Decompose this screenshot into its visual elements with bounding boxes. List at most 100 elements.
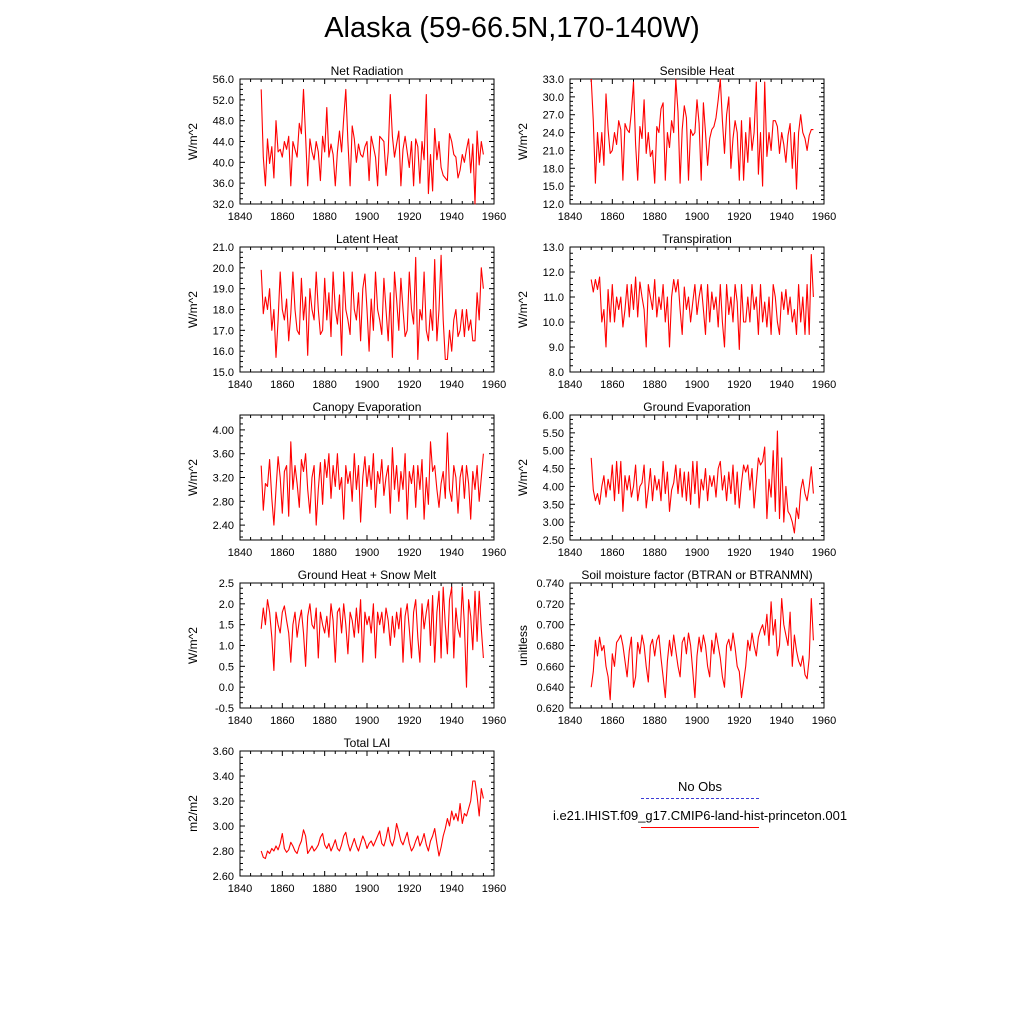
x-tick-label: 1880 xyxy=(642,547,666,559)
y-tick-label: 18.0 xyxy=(213,305,234,317)
x-tick-label: 1860 xyxy=(600,715,624,727)
series-line xyxy=(590,598,814,701)
y-tick-label: 40.0 xyxy=(213,157,234,169)
y-axis-label: W/m^2 xyxy=(186,291,200,328)
x-tick-label: 1900 xyxy=(685,715,709,727)
y-tick-label: 30.0 xyxy=(543,92,564,104)
plot-frame xyxy=(569,414,825,541)
x-tick-label: 1940 xyxy=(769,379,793,391)
x-tick-label: 1960 xyxy=(482,379,506,391)
y-tick-label: 1.5 xyxy=(219,620,234,632)
y-tick-label: 0.680 xyxy=(536,641,564,653)
y-axis-label: W/m^2 xyxy=(516,123,530,160)
x-tick-label: 1920 xyxy=(397,715,421,727)
y-tick-label: 33.0 xyxy=(543,74,564,86)
y-tick-label: 48.0 xyxy=(213,116,234,128)
series-line xyxy=(260,254,484,361)
y-tick-label: 3.20 xyxy=(213,473,234,485)
x-tick-label: 1880 xyxy=(312,715,336,727)
y-tick-label: 27.0 xyxy=(543,110,564,122)
x-tick-label: 1900 xyxy=(355,715,379,727)
x-tick-label: 1840 xyxy=(228,883,252,895)
x-tick-label: 1960 xyxy=(812,211,836,223)
series-line xyxy=(260,780,484,860)
panel-title: Ground Heat + Snow Melt xyxy=(298,568,437,582)
y-tick-label: 32.0 xyxy=(213,199,234,211)
series-line xyxy=(590,430,814,534)
x-tick-label: 1900 xyxy=(685,379,709,391)
x-tick-label: 1860 xyxy=(600,379,624,391)
x-tick-label: 1920 xyxy=(397,883,421,895)
y-tick-label: 24.0 xyxy=(543,128,564,140)
x-tick-label: 1840 xyxy=(228,211,252,223)
y-tick-label: 3.00 xyxy=(543,517,564,529)
y-tick-label: 18.0 xyxy=(543,163,564,175)
x-tick-label: 1840 xyxy=(558,211,582,223)
y-tick-label: 2.0 xyxy=(219,599,234,611)
y-tick-label: -0.5 xyxy=(215,703,234,715)
x-tick-label: 1960 xyxy=(482,211,506,223)
x-tick-label: 1960 xyxy=(482,547,506,559)
x-tick-label: 1840 xyxy=(558,547,582,559)
panel-1: Net Radiation W/m^2 1840 1860 1880 1900 1920 19… xyxy=(186,64,506,223)
series-line xyxy=(590,78,814,190)
x-tick-label: 1960 xyxy=(812,715,836,727)
x-tick-label: 1900 xyxy=(685,547,709,559)
y-axis-label: W/m^2 xyxy=(186,123,200,160)
y-tick-label: 0.740 xyxy=(536,578,564,590)
y-tick-label: 0.5 xyxy=(219,661,234,673)
y-tick-label: 6.00 xyxy=(543,410,564,422)
legend-obs-label: No Obs xyxy=(677,779,723,794)
y-tick-label: 9.0 xyxy=(549,342,564,354)
y-tick-label: 11.0 xyxy=(543,292,564,304)
y-tick-label: 20.0 xyxy=(213,263,234,275)
y-tick-label: 3.60 xyxy=(213,449,234,461)
x-tick-label: 1880 xyxy=(312,883,336,895)
y-tick-label: 0.620 xyxy=(536,703,564,715)
y-tick-label: 3.20 xyxy=(213,796,234,808)
y-tick-label: 8.0 xyxy=(549,367,564,379)
x-tick-label: 1840 xyxy=(558,715,582,727)
y-tick-label: 3.40 xyxy=(213,771,234,783)
x-tick-label: 1840 xyxy=(228,715,252,727)
x-tick-label: 1900 xyxy=(355,547,379,559)
plot-frame xyxy=(239,582,495,709)
x-tick-label: 1880 xyxy=(642,211,666,223)
y-tick-label: 1.0 xyxy=(219,641,234,653)
x-tick-label: 1940 xyxy=(769,715,793,727)
y-tick-label: 3.50 xyxy=(543,499,564,511)
panel-3: Latent Heat W/m^2 1840 1860 1880 1900 1920 1940… xyxy=(186,232,506,391)
x-tick-label: 1920 xyxy=(727,211,751,223)
x-tick-label: 1880 xyxy=(312,547,336,559)
panel-title: Ground Evaporation xyxy=(643,400,750,414)
x-tick-label: 1960 xyxy=(812,379,836,391)
x-tick-label: 1860 xyxy=(270,379,294,391)
x-tick-label: 1860 xyxy=(270,715,294,727)
y-tick-label: 5.50 xyxy=(543,428,564,440)
x-tick-label: 1840 xyxy=(228,547,252,559)
y-tick-label: 0.640 xyxy=(536,682,564,694)
series-line xyxy=(260,586,484,688)
y-tick-label: 16.0 xyxy=(213,346,234,358)
x-tick-label: 1840 xyxy=(558,379,582,391)
y-tick-label: 21.0 xyxy=(543,145,564,157)
y-axis-label: m2/m2 xyxy=(186,795,200,832)
x-tick-label: 1900 xyxy=(685,211,709,223)
y-axis-label: W/m^2 xyxy=(186,459,200,496)
y-tick-label: 4.00 xyxy=(543,481,564,493)
y-tick-label: 0.720 xyxy=(536,599,564,611)
y-tick-label: 19.0 xyxy=(213,284,234,296)
y-tick-label: 17.0 xyxy=(213,325,234,337)
panel-title: Latent Heat xyxy=(336,232,399,246)
y-axis-label: W/m^2 xyxy=(516,291,530,328)
panel-2: Sensible Heat W/m^2 1840 1860 1880 1900 1920 19… xyxy=(516,64,836,223)
legend: No Obs i.e21.IHIST.f09_g17.CMIP6-land-hi… xyxy=(520,778,880,836)
x-tick-label: 1860 xyxy=(270,211,294,223)
x-tick-label: 1940 xyxy=(769,547,793,559)
x-tick-label: 1940 xyxy=(439,883,463,895)
y-tick-label: 0.0 xyxy=(219,682,234,694)
y-tick-label: 5.00 xyxy=(543,446,564,458)
y-tick-label: 21.0 xyxy=(213,242,234,254)
series-line xyxy=(260,432,484,526)
